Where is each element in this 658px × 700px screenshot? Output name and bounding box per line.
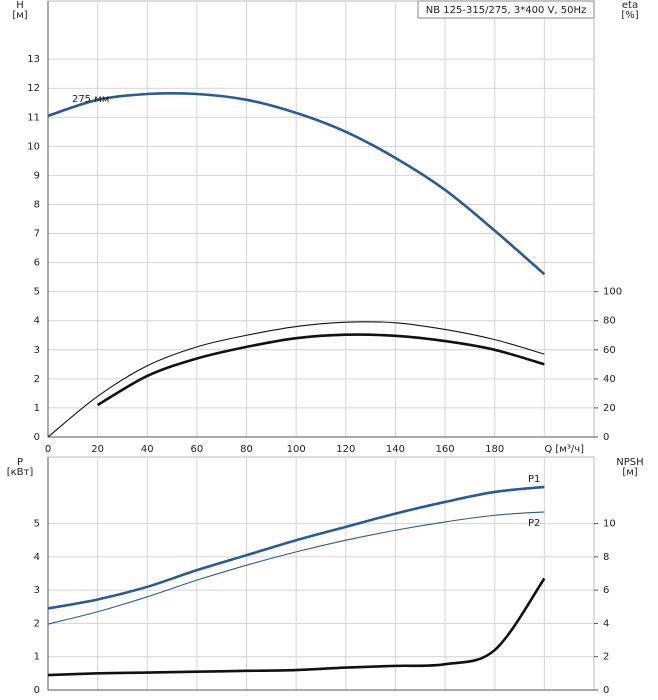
y2-tick-label: 0 — [603, 432, 609, 443]
y-tick-label: 0 — [34, 685, 40, 696]
series-label: 275 мм — [72, 94, 109, 105]
y-tick-label: 13 — [27, 54, 40, 65]
y-tick-label: 1 — [34, 403, 40, 414]
y2-tick-label: 100 — [603, 287, 622, 298]
y2-tick-label: 80 — [603, 316, 616, 327]
x-tick-label: 160 — [436, 444, 455, 455]
curve — [96, 333, 545, 407]
y-tick-label: 6 — [34, 258, 40, 269]
y-tick-label: 3 — [34, 585, 40, 596]
y-tick-label: 5 — [34, 287, 40, 298]
x-tick-label: 120 — [336, 444, 355, 455]
y-tick-label: 1 — [34, 652, 40, 663]
y-tick-label: 10 — [27, 141, 40, 152]
y2-axis-title: NPSH — [616, 457, 643, 468]
series-label: P2 — [528, 518, 540, 529]
y-axis-title: [кВт] — [7, 467, 34, 478]
curve — [47, 91, 546, 276]
y-tick-label: 4 — [34, 552, 40, 563]
series-label: P1 — [528, 474, 540, 485]
y2-tick-label: 4 — [603, 618, 609, 629]
y-tick-label: 3 — [34, 345, 40, 356]
y-tick-label: 2 — [34, 618, 40, 629]
y-axis-title: P — [17, 457, 23, 468]
y-tick-label: 2 — [34, 374, 40, 385]
y2-axis-title: [%] — [621, 10, 638, 21]
y2-axis-title: [м] — [622, 467, 637, 478]
x-tick-label: 20 — [91, 444, 104, 455]
y-tick-label: 8 — [34, 199, 40, 210]
x-tick-label: 0 — [45, 444, 51, 455]
chart-title: NB 125-315/275, 3*400 V, 50Hz — [426, 5, 586, 16]
x-tick-label: Q [м³/ч] — [544, 444, 584, 455]
y-tick-label: 9 — [34, 170, 40, 181]
y2-tick-label: 0 — [603, 685, 609, 696]
curve — [47, 321, 545, 438]
x-tick-label: 100 — [287, 444, 306, 455]
curve — [47, 511, 545, 625]
y-tick-label: 11 — [27, 112, 40, 123]
x-tick-label: 80 — [240, 444, 253, 455]
y2-tick-label: 60 — [603, 345, 616, 356]
y-axis-title: [м] — [12, 10, 27, 21]
title-box — [417, 0, 595, 19]
y2-tick-label: 20 — [603, 403, 616, 414]
x-tick-label: 180 — [485, 444, 504, 455]
y2-tick-label: 2 — [603, 652, 609, 663]
x-tick-label: 140 — [386, 444, 405, 455]
curve — [47, 577, 546, 677]
y2-tick-label: 40 — [603, 374, 616, 385]
y2-tick-label: 10 — [603, 519, 616, 530]
y-tick-label: 4 — [34, 316, 40, 327]
y-tick-label: 7 — [34, 229, 40, 240]
plot-area — [47, 456, 595, 691]
y-tick-label: 12 — [27, 83, 40, 94]
x-tick-label: 60 — [191, 444, 204, 455]
y-tick-label: 5 — [34, 519, 40, 530]
y2-tick-label: 6 — [603, 585, 609, 596]
y-axis-title: H — [16, 0, 24, 11]
y2-tick-label: 8 — [603, 552, 609, 563]
curve — [47, 485, 545, 610]
y-tick-label: 0 — [34, 432, 40, 443]
x-tick-label: 40 — [141, 444, 154, 455]
y2-axis-title: eta — [622, 0, 638, 11]
plot-area — [47, 0, 595, 438]
